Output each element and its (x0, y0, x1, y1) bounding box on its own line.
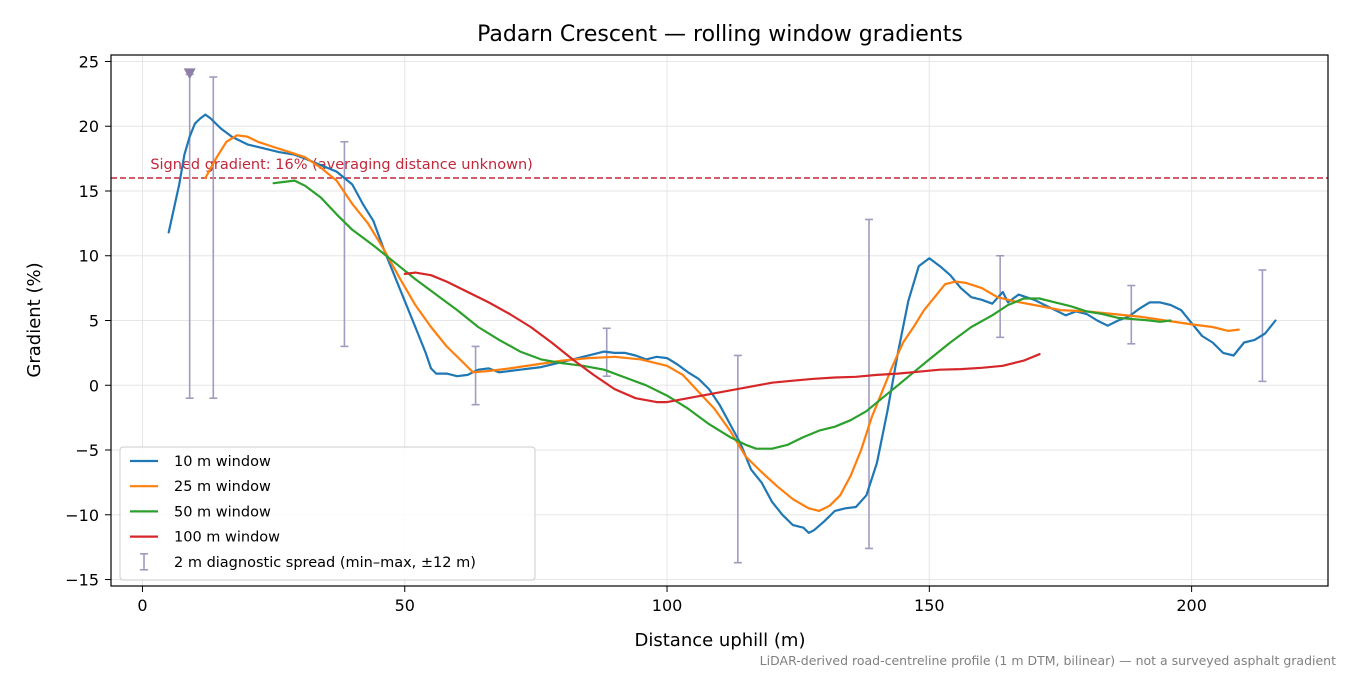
y-tick-label: −10 (65, 506, 99, 525)
x-tick-label: 0 (137, 596, 147, 615)
legend: 10 m window 25 m window 50 m window 100 m w… (119, 446, 536, 581)
axis-ticks: 0 50 100 150 200 −15 −10 −5 0 5 10 15 20 25 (65, 52, 1207, 615)
x-tick-label: 150 (914, 596, 945, 615)
y-tick-label: −5 (75, 441, 99, 460)
legend-label-2: 25 m window (174, 479, 271, 495)
x-tick-label: 200 (1176, 596, 1207, 615)
legend-label-1: 10 m window (174, 454, 271, 470)
y-tick-label: 20 (79, 117, 99, 136)
y-tick-label: 5 (89, 312, 99, 331)
legend-label-3: 50 m window (174, 504, 271, 520)
y-tick-label: 25 (79, 52, 99, 71)
chart-title: Padarn Crescent — rolling window gradien… (477, 22, 963, 47)
series-line-2 (204, 134, 1240, 512)
legend-box (119, 446, 536, 581)
y-tick-label: 10 (79, 247, 99, 266)
footer-note: LiDAR-derived road-centreline profile (1… (760, 653, 1336, 668)
reference-line-label: Signed gradient: 16% (averaging distance… (150, 157, 533, 173)
y-tick-label: −15 (65, 571, 99, 590)
x-tick-label: 50 (395, 596, 415, 615)
legend-label-5: 2 m diagnostic spread (min–max, ±12 m) (174, 555, 476, 571)
x-tick-label: 100 (652, 596, 683, 615)
y-tick-label: 15 (79, 182, 99, 201)
y-axis-label: Gradient (%) (24, 262, 45, 377)
legend-label-4: 100 m window (174, 530, 280, 546)
series-line-4 (403, 271, 1041, 404)
series-lines (167, 113, 1277, 534)
series-line-1 (167, 113, 1277, 534)
down-triangle-marker (183, 68, 196, 80)
x-axis-label: Distance uphill (m) (635, 630, 806, 651)
y-tick-label: 0 (89, 376, 99, 395)
marker-group (183, 68, 196, 80)
reference-line-group: Signed gradient: 16% (averaging distance… (111, 157, 1328, 179)
